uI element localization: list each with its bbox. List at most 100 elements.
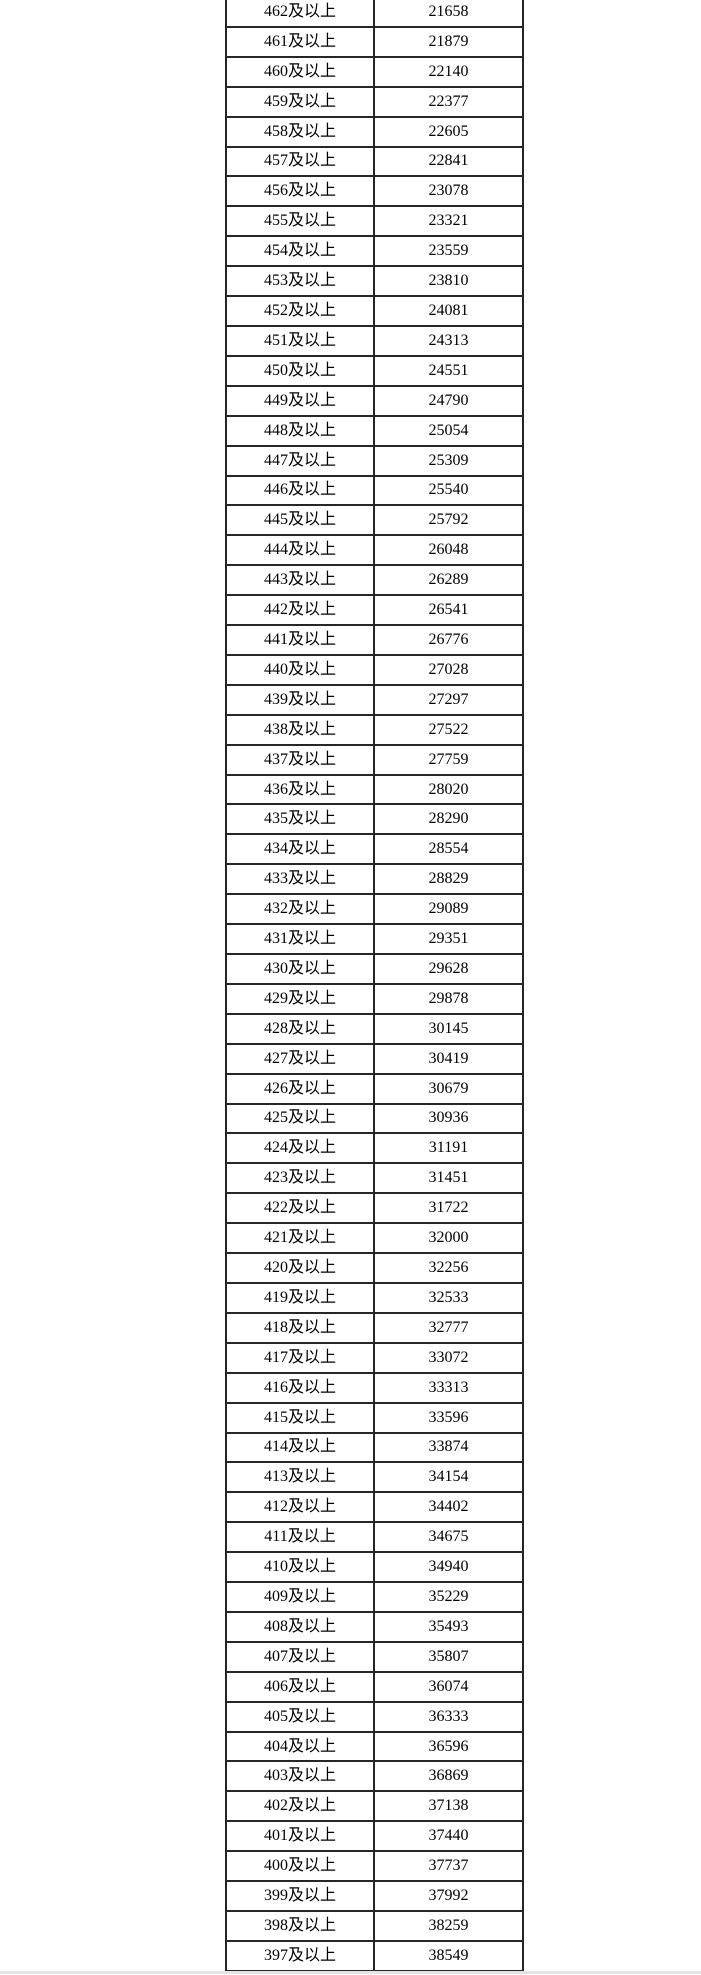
cumulative-count-cell: 21658 bbox=[428, 2, 469, 20]
score-range-cell: 420及以上 bbox=[227, 1254, 375, 1282]
cumulative-count-cell: 35493 bbox=[428, 1617, 469, 1635]
table-row: 455及以上 23321 bbox=[227, 207, 522, 238]
table-row: 430及以上 29628 bbox=[227, 955, 522, 985]
cumulative-count-cell: 22377 bbox=[428, 92, 469, 110]
table-row: 458及以上 22605 bbox=[227, 117, 522, 148]
cumulative-count-cell: 24313 bbox=[428, 331, 469, 349]
cumulative-count-cell: 30419 bbox=[428, 1049, 469, 1067]
table-row: 408及以上 35493 bbox=[227, 1612, 522, 1643]
cumulative-count-cell: 25309 bbox=[428, 451, 469, 469]
score-range-cell: 426及以上 bbox=[227, 1074, 375, 1103]
score-range-cell: 441及以上 bbox=[227, 626, 375, 654]
table-row: 412及以上 34402 bbox=[227, 1493, 522, 1524]
table-row: 457及以上 22841 bbox=[227, 147, 522, 178]
score-table: 462及以上 21658 461及以上 21879 460及以上 22140 459及以上 2… bbox=[225, 0, 524, 1972]
score-range-cell: 445及以上 bbox=[227, 506, 375, 535]
table-row: 441及以上 26776 bbox=[227, 626, 522, 656]
cumulative-count-cell: 32533 bbox=[428, 1288, 469, 1306]
cumulative-count-cell: 23078 bbox=[428, 182, 469, 200]
score-range-cell: 401及以上 bbox=[227, 1822, 375, 1851]
cumulative-count-cell: 22605 bbox=[428, 122, 469, 140]
table-row: 422及以上 31722 bbox=[227, 1194, 522, 1225]
cumulative-count-cell: 28290 bbox=[428, 810, 469, 828]
score-range-cell: 452及以上 bbox=[227, 297, 375, 325]
table-row: 397及以上 38549 bbox=[227, 1941, 522, 1972]
score-range-cell: 460及以上 bbox=[227, 57, 375, 86]
table-row: 428及以上 30145 bbox=[227, 1014, 522, 1045]
cumulative-count-cell: 31451 bbox=[428, 1169, 469, 1187]
cumulative-count-cell: 23559 bbox=[428, 242, 469, 260]
cumulative-count-cell: 23810 bbox=[428, 272, 469, 290]
score-range-cell: 414及以上 bbox=[227, 1433, 375, 1462]
score-range-cell: 439及以上 bbox=[227, 685, 375, 714]
cumulative-count-cell: 34154 bbox=[428, 1468, 469, 1486]
table-row: 429及以上 29878 bbox=[227, 984, 522, 1015]
cumulative-count-cell: 22841 bbox=[428, 152, 469, 170]
score-range-cell: 453及以上 bbox=[227, 267, 375, 296]
cumulative-count-cell: 33596 bbox=[428, 1408, 469, 1426]
table-row: 451及以上 24313 bbox=[227, 326, 522, 357]
table-row: 440及以上 27028 bbox=[227, 655, 522, 686]
cumulative-count-cell: 33874 bbox=[428, 1438, 469, 1456]
cumulative-count-cell: 25540 bbox=[428, 481, 469, 499]
score-range-cell: 455及以上 bbox=[227, 207, 375, 236]
cumulative-count-cell: 31722 bbox=[428, 1199, 469, 1217]
cumulative-count-cell: 30936 bbox=[428, 1109, 469, 1127]
table-row: 405及以上 36333 bbox=[227, 1702, 522, 1733]
score-range-cell: 442及以上 bbox=[227, 596, 375, 625]
table-row: 452及以上 24081 bbox=[227, 297, 522, 327]
score-range-cell: 450及以上 bbox=[227, 356, 375, 385]
score-range-cell: 447及以上 bbox=[227, 446, 375, 475]
cumulative-count-cell: 37737 bbox=[428, 1857, 469, 1875]
cumulative-count-cell: 21879 bbox=[428, 32, 469, 50]
cumulative-count-cell: 34402 bbox=[428, 1498, 469, 1516]
table-row: 443及以上 26289 bbox=[227, 566, 522, 597]
table-row: 417及以上 33072 bbox=[227, 1343, 522, 1374]
table-row: 423及以上 31451 bbox=[227, 1164, 522, 1195]
score-range-cell: 449及以上 bbox=[227, 386, 375, 415]
table-row: 449及以上 24790 bbox=[227, 386, 522, 417]
table-row: 460及以上 22140 bbox=[227, 57, 522, 88]
score-range-cell: 456及以上 bbox=[227, 177, 375, 206]
cumulative-count-cell: 26048 bbox=[428, 541, 469, 559]
table-row: 418及以上 32777 bbox=[227, 1313, 522, 1344]
cumulative-count-cell: 36074 bbox=[428, 1677, 469, 1695]
table-row: 406及以上 36074 bbox=[227, 1672, 522, 1703]
bottom-edge-strip bbox=[0, 1971, 701, 1974]
cumulative-count-cell: 36869 bbox=[428, 1767, 469, 1785]
score-range-cell: 405及以上 bbox=[227, 1702, 375, 1731]
score-range-cell: 459及以上 bbox=[227, 87, 375, 116]
cumulative-count-cell: 23321 bbox=[428, 212, 469, 230]
score-range-cell: 432及以上 bbox=[227, 895, 375, 924]
cumulative-count-cell: 37992 bbox=[428, 1887, 469, 1905]
table-row: 415及以上 33596 bbox=[227, 1403, 522, 1434]
score-range-cell: 448及以上 bbox=[227, 416, 375, 445]
table-row: 421及以上 32000 bbox=[227, 1224, 522, 1255]
score-range-cell: 404及以上 bbox=[227, 1732, 375, 1761]
cumulative-count-cell: 28829 bbox=[428, 870, 469, 888]
table-row: 438及以上 27522 bbox=[227, 715, 522, 746]
score-range-cell: 431及以上 bbox=[227, 925, 375, 953]
table-row: 437及以上 27759 bbox=[227, 745, 522, 776]
score-range-cell: 446及以上 bbox=[227, 476, 375, 505]
cumulative-count-cell: 29878 bbox=[428, 989, 469, 1007]
table-row: 411及以上 34675 bbox=[227, 1523, 522, 1554]
score-range-cell: 415及以上 bbox=[227, 1403, 375, 1432]
cumulative-count-cell: 29628 bbox=[428, 959, 469, 977]
cumulative-count-cell: 37138 bbox=[428, 1797, 469, 1815]
score-range-cell: 462及以上 bbox=[227, 0, 375, 26]
cumulative-count-cell: 26776 bbox=[428, 630, 469, 648]
cumulative-count-cell: 34940 bbox=[428, 1558, 469, 1576]
table-row: 399及以上 37992 bbox=[227, 1882, 522, 1912]
cumulative-count-cell: 25792 bbox=[428, 511, 469, 529]
score-range-cell: 403及以上 bbox=[227, 1762, 375, 1791]
score-range-cell: 402及以上 bbox=[227, 1792, 375, 1821]
score-range-cell: 443及以上 bbox=[227, 566, 375, 595]
score-range-cell: 444及以上 bbox=[227, 536, 375, 565]
score-range-cell: 418及以上 bbox=[227, 1313, 375, 1342]
cumulative-count-cell: 32777 bbox=[428, 1318, 469, 1336]
score-range-cell: 433及以上 bbox=[227, 865, 375, 894]
table-row: 400及以上 37737 bbox=[227, 1852, 522, 1883]
cumulative-count-cell: 28020 bbox=[428, 780, 469, 798]
table-row: 413及以上 34154 bbox=[227, 1463, 522, 1494]
